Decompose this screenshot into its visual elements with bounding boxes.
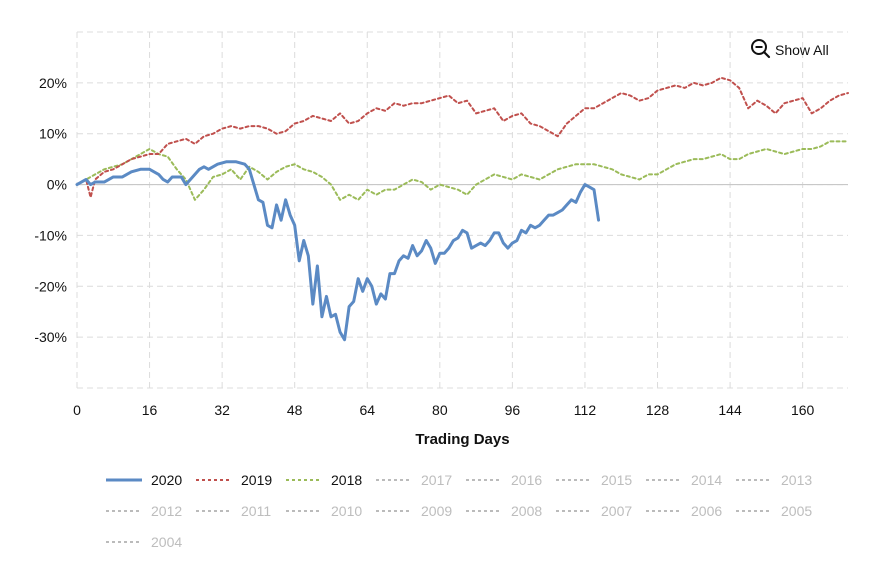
legend-item-2009[interactable]: 2009: [376, 503, 452, 519]
x-tick-label: 128: [646, 402, 670, 418]
legend-label: 2009: [421, 503, 452, 519]
grid: [76, 31, 848, 389]
legend-label: 2016: [511, 472, 542, 488]
y-tick-label: 20%: [39, 75, 67, 91]
legend: 2020 2019 2018 2017 2016 2015 2014 2013 2012 2011…: [106, 472, 812, 550]
y-axis: -30% -20% -10% 0% 10% 20%: [34, 75, 67, 345]
y-tick-label: -20%: [34, 278, 67, 294]
x-tick-label: 48: [287, 402, 303, 418]
series-line-2019: [76, 76, 849, 199]
legend-label: 2004: [151, 534, 182, 550]
x-tick-label: 80: [432, 402, 448, 418]
legend-item-2007[interactable]: 2007: [556, 503, 632, 519]
x-tick-label: 0: [73, 402, 81, 418]
show-all-button[interactable]: Show All: [751, 39, 829, 59]
x-tick-label: 32: [214, 402, 230, 418]
legend-item-2017[interactable]: 2017: [376, 472, 452, 488]
x-tick-label: 144: [718, 402, 742, 418]
legend-label: 2008: [511, 503, 542, 519]
legend-label: 2015: [601, 472, 632, 488]
x-tick-label: 64: [359, 402, 375, 418]
y-tick-label: -10%: [34, 227, 67, 243]
legend-item-2010[interactable]: 2010: [286, 503, 362, 519]
zoom-out-icon: [751, 39, 771, 59]
legend-item-2016[interactable]: 2016: [466, 472, 542, 488]
legend-label: 2019: [241, 472, 272, 488]
legend-item-2020[interactable]: 2020: [106, 472, 182, 488]
legend-item-2018[interactable]: 2018: [286, 472, 362, 488]
legend-item-2014[interactable]: 2014: [646, 472, 722, 488]
legend-label: 2020: [151, 472, 182, 488]
legend-item-2004[interactable]: 2004: [106, 534, 182, 550]
y-tick-label: -30%: [34, 329, 67, 345]
x-axis: 0 16 32 48 64 80 96 112 128 144 160: [73, 402, 814, 418]
legend-item-2012[interactable]: 2012: [106, 503, 182, 519]
legend-label: 2018: [331, 472, 362, 488]
series-line-2020: [75, 160, 601, 342]
x-tick-label: 16: [142, 402, 158, 418]
series-layer: [75, 76, 849, 342]
legend-label: 2013: [781, 472, 812, 488]
x-tick-label: 112: [574, 402, 597, 418]
legend-item-2019[interactable]: 2019: [196, 472, 272, 488]
y-tick-label: 0%: [47, 177, 67, 193]
legend-item-2011[interactable]: 2011: [196, 503, 271, 519]
legend-item-2013[interactable]: 2013: [736, 472, 812, 488]
series-line-2018: [76, 140, 849, 201]
legend-item-2008[interactable]: 2008: [466, 503, 542, 519]
legend-item-2006[interactable]: 2006: [646, 503, 722, 519]
legend-label: 2012: [151, 503, 182, 519]
legend-label: 2005: [781, 503, 812, 519]
x-tick-label: 96: [505, 402, 521, 418]
legend-label: 2010: [331, 503, 362, 519]
legend-label: 2017: [421, 472, 452, 488]
legend-label: 2007: [601, 503, 632, 519]
legend-item-2015[interactable]: 2015: [556, 472, 632, 488]
legend-label: 2014: [691, 472, 722, 488]
legend-item-2005[interactable]: 2005: [736, 503, 812, 519]
legend-label: 2006: [691, 503, 722, 519]
legend-label: 2011: [241, 503, 271, 519]
x-axis-label: Trading Days: [415, 431, 509, 448]
y-tick-label: 10%: [39, 126, 67, 142]
show-all-label: Show All: [775, 42, 829, 58]
x-tick-label: 160: [791, 402, 815, 418]
